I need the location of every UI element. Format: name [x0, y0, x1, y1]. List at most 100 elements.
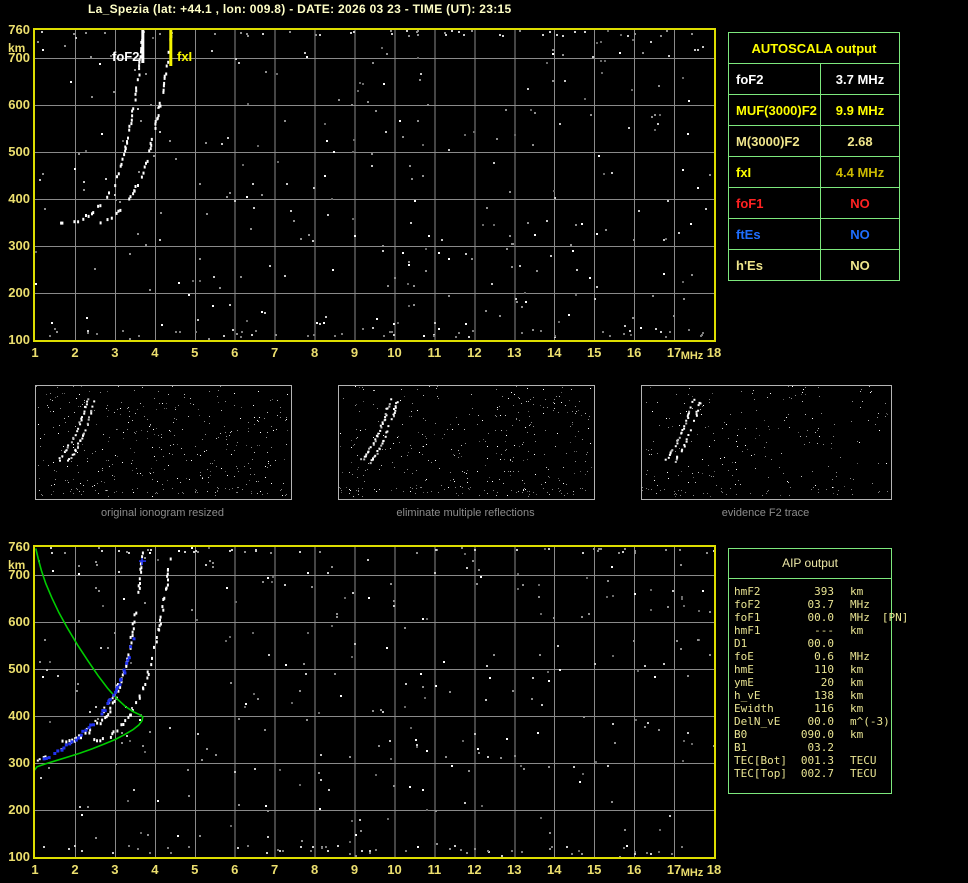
table-row: ftEs NO [728, 218, 900, 250]
x-tick-label: 10 [387, 862, 402, 877]
grid [35, 30, 714, 340]
aip-row: TEC[Bot] 001.3 TECU [734, 754, 891, 767]
param-unit: km [850, 728, 864, 741]
param-label: ymE [734, 676, 754, 689]
y-tick-label: 100 [8, 332, 30, 347]
y-tick-label: 100 [8, 849, 30, 864]
y-tick-label: 700 [8, 50, 30, 66]
aip-row: hmF2 393 km [734, 585, 891, 598]
autoscala-header: AUTOSCALA output [728, 32, 900, 64]
param-label: TEC[Bot] [734, 754, 787, 767]
x-tick-label: 2 [71, 345, 79, 360]
noise-layer [36, 386, 288, 497]
param-label: foE [734, 650, 754, 663]
param-unit: km [850, 702, 864, 715]
param-value: 090.0 [800, 728, 834, 741]
y-tick-label: 700 [8, 567, 30, 583]
value-cell: 3.7 MHz [820, 63, 900, 95]
fxI-marker-label: fxI [177, 49, 193, 64]
panel-evidence-f2 [641, 385, 892, 500]
o-trace [60, 39, 144, 225]
x-tick-label: 2 [71, 862, 79, 877]
panel-eliminate-label: eliminate multiple reflections [396, 507, 535, 519]
x-tick-label: 9 [350, 862, 359, 877]
x-tick-label: 1 [31, 862, 39, 877]
param-cell: foF1 [728, 187, 821, 219]
value-cell: NO [820, 249, 900, 281]
x-tick-label: 12 [467, 862, 482, 877]
x-tick-label: 17 [666, 862, 682, 877]
param-unit: km [850, 689, 864, 702]
y-tick-label: 600 [8, 614, 30, 630]
aip-row: D1 00.0 [734, 637, 891, 650]
station-title: La_Spezia (lat: +44.1 , lon: 009.8) - DA… [88, 2, 512, 16]
x-tick-label: 16 [626, 345, 642, 360]
param-value: 138 [814, 689, 834, 702]
y-tick-label: 760 [8, 539, 30, 554]
aip-output-table: AIP output hmF2 393 km foF2 03.7 MHz foF1 00.0 M… [728, 548, 908, 794]
y-tick-label: 200 [8, 285, 30, 301]
x-tick-label: 11 [427, 345, 442, 360]
value-cell: 2.68 [820, 125, 900, 157]
panel-evidence-canvas [642, 386, 888, 497]
param-unit: km [850, 624, 864, 637]
param-unit: TECU [850, 767, 877, 780]
aip-row: Ewidth 116 km [734, 702, 891, 715]
table-row: foF1 NO [728, 187, 900, 219]
param-label: foF2 [734, 598, 761, 611]
foF2-marker-line [141, 30, 145, 63]
aip-row: foF1 00.0 MHz [PN] [734, 611, 908, 624]
x-tick-label: 16 [626, 862, 642, 877]
bottom-ionogram-canvas [32, 547, 715, 858]
x-tick-label: 17 [666, 345, 682, 360]
x-axis-unit-label: MHz [680, 350, 704, 362]
x-tick-label: 18 [706, 862, 722, 877]
x-tick-label: 10 [387, 345, 402, 360]
aip-row: foF2 03.7 MHz [734, 598, 891, 611]
top-ionogram-plot [33, 28, 716, 342]
mini-o-trace [58, 398, 90, 462]
x-tick-label: 8 [310, 345, 319, 360]
x-tick-label: 5 [191, 862, 199, 877]
param-label: TEC[Top] [734, 767, 787, 780]
value-cell: NO [820, 218, 900, 250]
panel-original-ionogram [35, 385, 292, 500]
param-value: 110 [814, 663, 834, 676]
x-tick-label: 7 [271, 862, 279, 877]
aip-output-header: AIP output [729, 549, 891, 579]
panel-eliminate-canvas [339, 386, 592, 497]
param-unit: km [850, 585, 864, 598]
aip-row: h_vE 138 km [734, 689, 891, 702]
noise-layer [38, 547, 715, 858]
param-unit: MHz [850, 611, 870, 624]
table-header-row: AUTOSCALA output [728, 32, 900, 64]
param-unit: MHz [850, 650, 870, 663]
param-cell: foF2 [728, 63, 821, 95]
param-label: hmE [734, 663, 754, 676]
x-tick-label: 13 [507, 345, 522, 360]
param-value: 20 [820, 676, 834, 689]
x-tick-label: 14 [547, 862, 562, 877]
param-label: foF1 [734, 611, 761, 624]
x-tick-label: 15 [586, 862, 602, 877]
x-tick-label: 8 [310, 862, 319, 877]
aip-row: DelN_vE 00.0 m^(-3) [734, 715, 891, 728]
aip-row: ymE 20 km [734, 676, 891, 689]
x-tick-label: 11 [427, 862, 442, 877]
critical-frequency-markers [141, 30, 173, 66]
grid [35, 547, 714, 857]
param-label: hmF1 [734, 624, 761, 637]
value-cell: 4.4 MHz [820, 156, 900, 188]
param-unit: m^(-3) [850, 715, 890, 728]
x-axis-unit-label: MHz [680, 867, 704, 879]
panel-evidence-label: evidence F2 trace [721, 507, 810, 519]
x-tick-label: 5 [191, 345, 199, 360]
y-tick-label: 400 [8, 191, 30, 207]
panel-original-label: original ionogram resized [101, 507, 224, 519]
mini-x-trace [369, 401, 399, 465]
table-row: fxI 4.4 MHz [728, 156, 900, 188]
x-tick-label: 3 [111, 345, 119, 360]
param-unit: TECU [850, 754, 877, 767]
param-label: D1 [734, 637, 748, 650]
bottom-ionogram-plot [32, 545, 716, 859]
